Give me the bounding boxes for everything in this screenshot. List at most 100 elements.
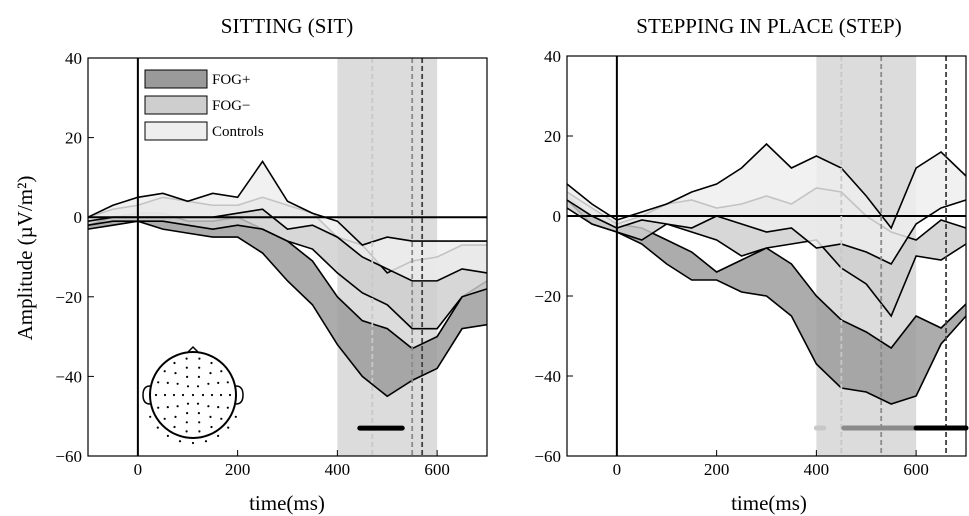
electrode-dot <box>166 434 169 437</box>
electrode-dot <box>234 415 237 418</box>
electrode-dot <box>174 372 177 375</box>
electrode-dot <box>196 402 200 405</box>
y-tick-label: −20 <box>55 288 82 307</box>
y-tick-label: −40 <box>55 367 82 386</box>
band-lower-line <box>566 199 967 405</box>
panel-title: SITTING (SIT) <box>221 14 353 38</box>
electrode-dot <box>209 415 212 418</box>
electrode-dot <box>166 381 169 384</box>
electrode-dot <box>226 406 229 409</box>
electrode-dot <box>226 381 229 384</box>
electrode-dot <box>173 425 176 429</box>
legend: FOG+ FOG− Controls <box>144 69 264 141</box>
band-lower-line <box>566 199 967 266</box>
electrode-dot <box>185 357 188 360</box>
electrode-dot <box>209 372 212 375</box>
electrode-dot <box>196 385 200 388</box>
electrode-dot <box>157 406 160 409</box>
band-lower-line <box>87 220 488 330</box>
x-tick-label: 200 <box>225 460 251 479</box>
electrode-dot <box>163 417 166 420</box>
electrode-dot <box>207 382 210 385</box>
electrode-dot <box>156 426 159 429</box>
electrode-dot <box>217 406 220 409</box>
axes-frame <box>87 57 488 457</box>
panel-title: STEPPING IN PLACE (STEP) <box>636 14 901 38</box>
electrode-dot <box>198 421 201 424</box>
electrode-dot <box>149 415 152 418</box>
electrode-dot <box>172 393 176 397</box>
x-tick-label: 0 <box>134 460 143 479</box>
x-tick-label: 0 <box>613 460 622 479</box>
plot-area: 0 200 400 600 −60 −40 −20 0 20 40 <box>534 47 969 479</box>
band-lower-line <box>566 207 967 318</box>
y-tick-label: −60 <box>534 447 561 466</box>
x-axis-label: time(ms) <box>731 491 807 515</box>
electrode-dot <box>174 415 177 418</box>
x-tick-label: 200 <box>704 460 730 479</box>
electrode-dot <box>210 425 213 429</box>
y-tick-label: 20 <box>65 129 82 148</box>
electrode-dot <box>181 393 185 397</box>
x-tick-label: 600 <box>903 460 929 479</box>
electrode-dot <box>220 370 223 373</box>
electrode-dot <box>198 366 201 369</box>
band-Controls <box>567 144 966 264</box>
electrode-dot <box>163 370 166 373</box>
electrode-dot <box>207 405 210 408</box>
plot-area: 0 200 400 600 −60 −40 −20 0 20 40 <box>55 49 488 479</box>
electrode-dot <box>191 441 195 445</box>
y-tick-label: 0 <box>553 207 562 226</box>
electrode-dot <box>185 421 188 424</box>
band-upper-line <box>87 160 487 246</box>
electrode-dot <box>204 440 208 443</box>
x-tick-label: 600 <box>424 460 450 479</box>
x-tick-label: 400 <box>325 460 351 479</box>
electrode-dot <box>186 402 190 405</box>
electrode-dot <box>198 430 201 433</box>
legend-swatch-fog-minus <box>144 95 208 115</box>
electrode-dot <box>163 393 167 397</box>
electrode-dot <box>198 357 201 360</box>
band-lower-line <box>87 220 488 398</box>
x-tick-label: 400 <box>804 460 830 479</box>
electrode-dot <box>220 417 223 420</box>
electrode-dot <box>176 382 179 385</box>
electrode-dot <box>197 375 200 378</box>
y-axis-label: Amplitude (µV/m²) <box>13 176 37 341</box>
legend-swatch-fog-plus <box>144 69 208 89</box>
electrode-dot <box>217 381 220 384</box>
legend-label: Controls <box>212 124 264 140</box>
electrode-dot <box>186 412 189 415</box>
band-FOG+ <box>88 213 487 397</box>
y-tick-label: 20 <box>544 127 561 146</box>
electrode-dot <box>178 440 182 443</box>
legend-label: FOG+ <box>212 72 250 88</box>
y-tick-label: 0 <box>74 208 83 227</box>
electrode-dot <box>201 393 205 397</box>
y-tick-label: 40 <box>544 47 561 66</box>
y-tick-label: −40 <box>534 367 561 386</box>
band-upper-line <box>566 142 967 230</box>
electrode-dot <box>197 412 200 415</box>
panel-step: STEPPING IN PLACE (STEP) time(ms) 0 200 40… <box>534 14 969 515</box>
legend-swatch-controls <box>144 121 208 141</box>
electrode-dot <box>185 366 188 369</box>
y-tick-label: −20 <box>534 287 561 306</box>
electrode-dot <box>185 430 188 433</box>
electrode-dot <box>217 434 220 437</box>
electrode-dot <box>219 393 223 397</box>
band-FOG+ <box>567 196 966 404</box>
electrode-dot <box>210 393 214 397</box>
electrode-dot <box>228 393 232 397</box>
axes-frame <box>566 55 967 457</box>
scalp-map-icon <box>142 345 244 445</box>
electrode-dot <box>186 385 190 388</box>
electrode-dot <box>173 361 176 365</box>
panel-sit: SITTING (SIT) time(ms) 0 200 400 600−60−40−… <box>55 14 488 515</box>
electrode-dot <box>191 393 195 397</box>
band-FOG− <box>88 197 487 329</box>
y-tick-label: 40 <box>65 49 82 68</box>
electrode-dot <box>166 406 169 409</box>
electrode-dot <box>157 381 160 384</box>
